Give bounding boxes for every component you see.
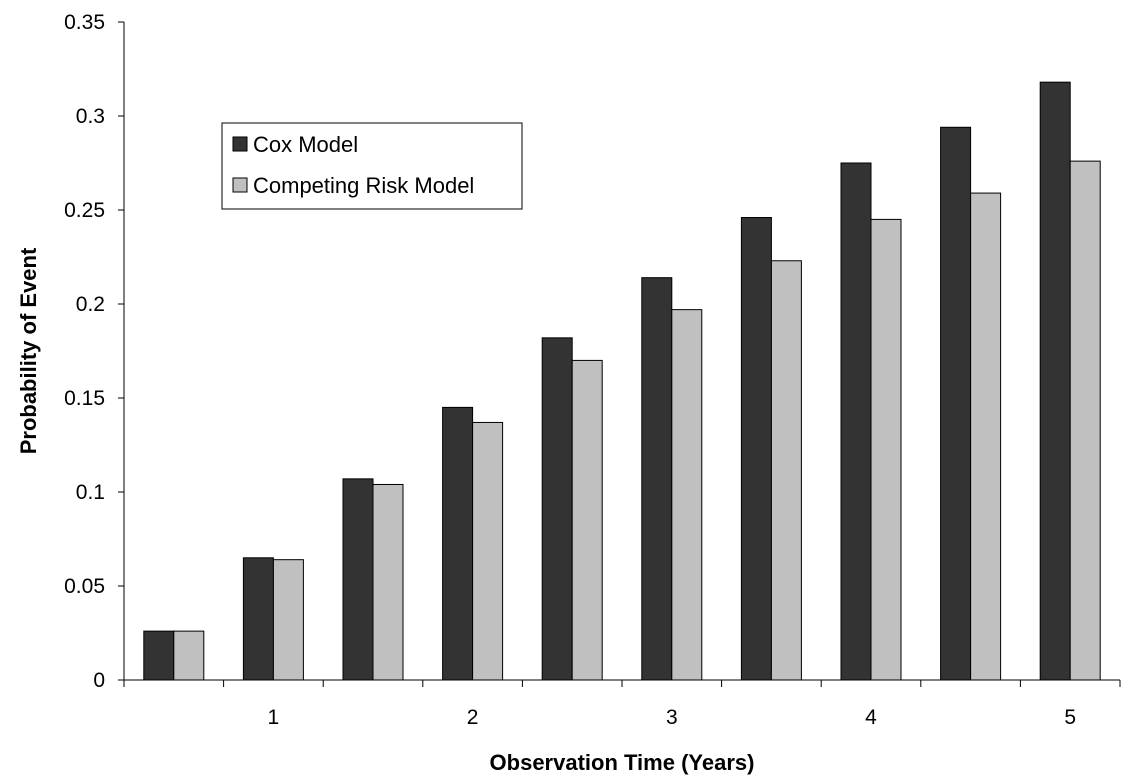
legend-label-cox-model: Cox Model <box>253 132 358 157</box>
y-tick-label: 0.15 <box>64 387 105 410</box>
y-tick-label: 0 <box>93 669 105 692</box>
y-tick-label: 0.25 <box>64 199 105 222</box>
legend-swatch-competing-risk-model <box>232 177 248 193</box>
y-tick-label: 0.05 <box>64 575 105 598</box>
bar-competing-risk-model-4 <box>870 218 902 681</box>
y-tick-label: 0.3 <box>76 105 105 128</box>
bars-layer <box>143 81 1101 681</box>
x-axis-title: Observation Time (Years) <box>490 750 755 775</box>
y-ticks: 0 0.05 0.1 0.15 0.2 0.25 0.3 0.35 <box>64 11 124 692</box>
bar-cox-model-5 <box>1039 81 1071 681</box>
bar-cox-model-2 <box>442 406 474 681</box>
bar-competing-risk-model-3 <box>671 309 703 681</box>
bar-cox-model-3.5 <box>740 217 772 681</box>
legend-box <box>221 122 523 210</box>
x-tick-label: 2 <box>467 706 479 729</box>
x-tick-label: 5 <box>1064 706 1076 729</box>
x-ticks: 1 2 3 4 5 <box>123 680 1121 729</box>
bar-competing-risk-model-3.5 <box>770 260 802 681</box>
y-axis-title: Probability of Event <box>16 247 41 454</box>
x-tick-label: 4 <box>865 706 877 729</box>
bar-competing-risk-model-2.5 <box>571 359 603 681</box>
bar-cox-model-1.5 <box>342 478 374 681</box>
y-tick-label: 0.1 <box>76 481 105 504</box>
legend-label-competing-risk-model: Competing Risk Model <box>253 173 474 198</box>
legend-swatch-cox-model <box>232 136 248 152</box>
y-tick-label: 0.2 <box>76 293 105 316</box>
bar-cox-model-0.5 <box>143 630 175 681</box>
x-tick-label: 1 <box>268 706 280 729</box>
bar-competing-risk-model-4.5 <box>970 192 1002 681</box>
y-tick-label: 0.35 <box>64 11 105 34</box>
bar-competing-risk-model-2 <box>472 421 504 681</box>
bar-cox-model-3 <box>641 277 673 681</box>
bar-competing-risk-model-1.5 <box>372 483 404 681</box>
bar-competing-risk-model-5 <box>1069 160 1101 681</box>
bar-competing-risk-model-1 <box>272 559 304 681</box>
bar-cox-model-4.5 <box>940 126 972 681</box>
legend: Cox Model Competing Risk Model <box>221 122 523 210</box>
bar-cox-model-2.5 <box>541 337 573 681</box>
bar-cox-model-4 <box>840 162 872 681</box>
x-tick-label: 3 <box>666 706 678 729</box>
bar-competing-risk-model-0.5 <box>173 630 205 681</box>
bar-cox-model-1 <box>242 557 274 681</box>
